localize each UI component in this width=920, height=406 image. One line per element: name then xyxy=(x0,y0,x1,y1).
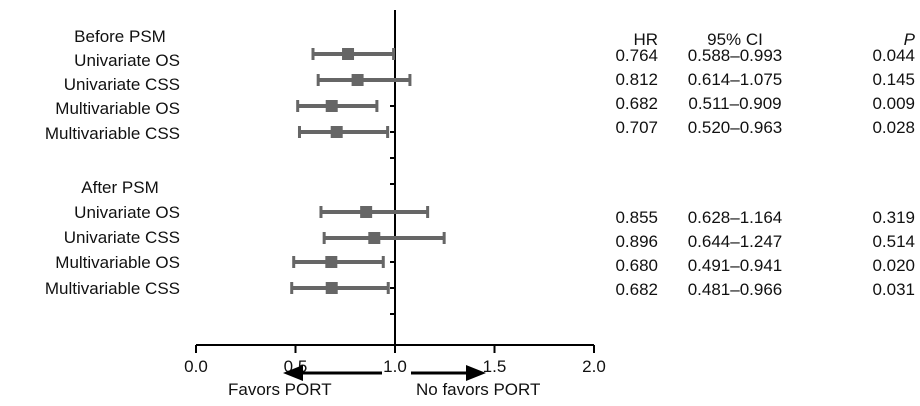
hr-marker xyxy=(325,100,338,112)
p-value: 0.020 xyxy=(872,256,915,275)
ci-value: 0.481–0.966 xyxy=(687,280,783,299)
hr-marker xyxy=(330,126,343,138)
hr-marker xyxy=(368,232,381,244)
group-title: Before PSM xyxy=(74,27,166,46)
x-tick-label: 0.0 xyxy=(184,357,208,376)
right-arrow-head xyxy=(466,365,486,381)
row-label: Univariate CSS xyxy=(63,228,180,247)
hr-value: 0.812 xyxy=(615,70,658,89)
p-column-header: P xyxy=(903,30,915,49)
row-label: Univariate OS xyxy=(74,203,180,222)
row-label: Multivariable CSS xyxy=(44,279,180,298)
ci-value: 0.520–0.963 xyxy=(687,118,783,137)
p-value: 0.514 xyxy=(872,232,915,251)
row-label: Multivariable CSS xyxy=(44,124,180,143)
x-tick-label: 2.0 xyxy=(582,357,606,376)
hr-value: 0.764 xyxy=(615,46,658,65)
hr-marker xyxy=(325,282,338,294)
p-value: 0.031 xyxy=(872,280,915,299)
p-value: 0.009 xyxy=(872,94,915,113)
row-label: Univariate OS xyxy=(74,51,180,70)
row-label: Multivariable OS xyxy=(55,253,180,272)
no-favors-port-label: No favors PORT xyxy=(416,380,541,399)
hr-marker xyxy=(360,206,373,218)
p-value: 0.145 xyxy=(872,70,915,89)
ci-value: 0.588–0.993 xyxy=(687,46,783,65)
ci-value: 0.644–1.247 xyxy=(687,232,783,251)
ci-value: 0.491–0.941 xyxy=(687,256,783,275)
ci-value: 0.614–1.075 xyxy=(687,70,783,89)
ci-column-header: 95% CI xyxy=(707,30,763,49)
hr-column-header: HR xyxy=(633,30,658,49)
group-title: After PSM xyxy=(81,178,159,197)
row-label: Univariate CSS xyxy=(63,75,180,94)
x-tick-label: 1.5 xyxy=(483,357,507,376)
hr-value: 0.855 xyxy=(615,208,658,227)
p-value: 0.044 xyxy=(872,46,915,65)
left-arrow-head xyxy=(283,365,303,381)
row-label: Multivariable OS xyxy=(55,99,180,118)
favors-port-label: Favors PORT xyxy=(228,380,332,399)
hr-value: 0.896 xyxy=(615,232,658,251)
hr-value: 0.707 xyxy=(615,118,658,137)
hr-value: 0.682 xyxy=(615,280,658,299)
hr-marker xyxy=(351,74,364,86)
ci-value: 0.511–0.909 xyxy=(688,94,782,113)
hr-value: 0.682 xyxy=(615,94,658,113)
hr-marker xyxy=(342,48,355,60)
hr-marker xyxy=(325,256,338,268)
p-value: 0.028 xyxy=(872,118,915,137)
x-tick-label: 1.0 xyxy=(383,357,407,376)
p-value: 0.319 xyxy=(872,208,915,227)
hr-value: 0.680 xyxy=(615,256,658,275)
ci-value: 0.628–1.164 xyxy=(687,208,783,227)
